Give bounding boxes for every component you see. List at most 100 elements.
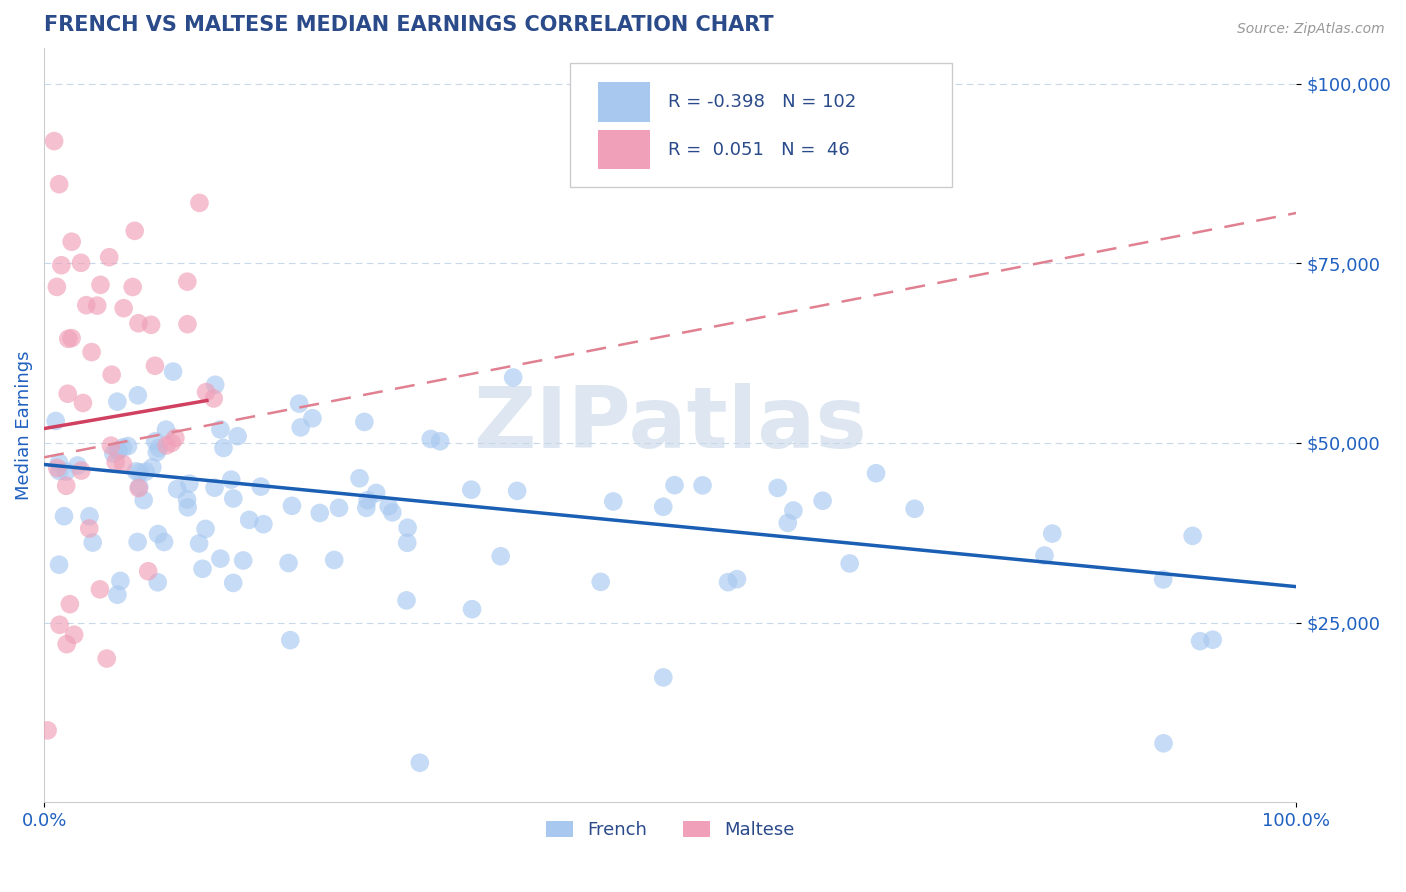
Point (135, 465, 157, 479)
Point (176, 317, 198, 331)
Point (55, 465, 77, 479)
Point (60, 235, 83, 249)
Point (1202, 632, 1225, 647)
Point (127, 535, 149, 549)
Point (59, 597, 82, 611)
Point (904, 501, 927, 516)
Point (124, 224, 146, 238)
Point (725, 572, 748, 586)
Legend: French, Maltese: French, Maltese (538, 814, 803, 847)
Point (45, 414, 67, 428)
Point (55, 479, 77, 493)
Point (80, 345, 103, 359)
Point (1189, 634, 1212, 648)
Point (195, 385, 218, 400)
Point (429, 434, 451, 449)
Point (652, 670, 675, 684)
Point (143, 359, 166, 373)
Point (136, 564, 159, 578)
Point (89, 582, 111, 597)
Point (112, 441, 135, 455)
Point (56, 386, 79, 401)
Text: R = -0.398   N = 102: R = -0.398 N = 102 (668, 93, 856, 111)
Point (53, 509, 76, 524)
Point (98, 250, 121, 264)
Point (160, 435, 183, 450)
Y-axis label: Median Earnings: Median Earnings (15, 351, 32, 500)
Point (1033, 549, 1056, 563)
Point (356, 500, 378, 515)
Point (100, 439, 122, 453)
Point (60, 331, 83, 345)
Point (278, 633, 301, 648)
Point (100, 368, 122, 382)
Point (153, 535, 176, 549)
Point (811, 493, 834, 508)
Point (79, 509, 101, 524)
Point (121, 280, 143, 294)
Point (155, 423, 177, 437)
Point (191, 562, 214, 576)
Point (419, 432, 441, 446)
Point (865, 467, 887, 481)
Point (104, 455, 127, 469)
Point (602, 494, 624, 508)
Point (506, 483, 529, 498)
Point (148, 441, 170, 455)
Point (112, 301, 135, 316)
Point (48, 178, 70, 192)
Point (226, 429, 249, 443)
Point (146, 575, 169, 590)
Point (55, 637, 77, 651)
Text: ZIPatlas: ZIPatlas (474, 384, 868, 467)
Point (107, 444, 129, 458)
Point (103, 446, 125, 460)
Point (377, 500, 399, 514)
Point (209, 551, 232, 566)
Point (42, 134, 65, 148)
Point (277, 556, 299, 570)
Point (222, 575, 245, 590)
Point (250, 480, 273, 494)
Point (141, 460, 163, 475)
Point (72, 396, 94, 410)
Point (349, 471, 371, 485)
Point (460, 483, 482, 497)
Point (409, 756, 432, 770)
Text: R =  0.051   N =  46: R = 0.051 N = 46 (668, 141, 849, 159)
Point (139, 318, 162, 332)
Point (146, 445, 169, 459)
Point (328, 500, 350, 515)
Point (166, 482, 188, 496)
Point (48, 456, 70, 470)
Point (58, 332, 80, 346)
Point (308, 506, 330, 520)
Point (165, 431, 187, 445)
Point (838, 557, 860, 571)
Point (70, 256, 93, 270)
Point (128, 481, 150, 495)
Point (396, 521, 419, 535)
FancyBboxPatch shape (569, 62, 952, 187)
Point (652, 500, 675, 514)
Point (381, 505, 404, 519)
Point (143, 434, 166, 449)
Point (132, 493, 155, 508)
Point (162, 365, 184, 379)
Point (146, 527, 169, 541)
Point (396, 535, 419, 549)
Point (1152, 573, 1174, 587)
Point (204, 377, 226, 392)
Point (202, 392, 225, 406)
Point (96, 651, 118, 665)
Point (489, 549, 512, 564)
Point (252, 517, 274, 532)
Point (82, 535, 104, 549)
Point (1153, 736, 1175, 750)
Point (107, 443, 129, 458)
Point (323, 553, 346, 567)
Point (77, 521, 100, 535)
Point (281, 499, 304, 513)
Point (89, 277, 111, 292)
Point (112, 457, 135, 471)
